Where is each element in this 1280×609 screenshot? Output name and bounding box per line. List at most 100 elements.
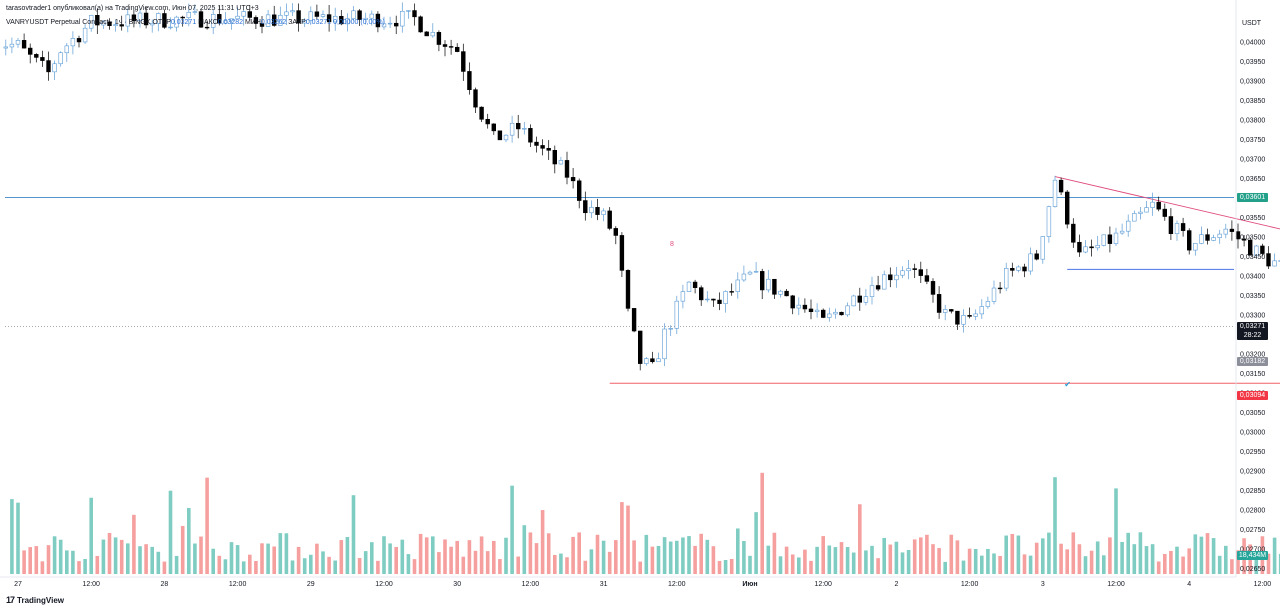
volume-bar (357, 558, 362, 574)
y-tick-label: 0,03000 (1240, 430, 1265, 437)
high-value: 0,03282 (217, 19, 244, 26)
candle-body (827, 313, 832, 318)
candle-body (863, 296, 869, 303)
volume-bar (723, 559, 728, 574)
candle-body (198, 11, 204, 28)
x-tick-label: 29 (307, 581, 315, 588)
volume-bar (1004, 535, 1008, 574)
price-tag-countdown: 28:22 (1243, 331, 1262, 339)
candle-body (857, 295, 863, 303)
volume-bar (1034, 542, 1039, 574)
candle-body (528, 128, 533, 143)
volume-bar (65, 550, 69, 574)
price-tag: 0,03271 28:22 (1237, 321, 1268, 340)
volume-bar (668, 541, 673, 574)
volume-bar (1205, 533, 1210, 574)
candle-body (467, 71, 472, 90)
x-tick-label: 31 (600, 581, 608, 588)
candle-body (540, 145, 545, 149)
volume-bar (260, 543, 264, 574)
candle-body (1058, 179, 1064, 193)
x-tick-label: 12:00 (668, 581, 686, 588)
volume-bar (351, 495, 356, 574)
volume-bar (296, 546, 301, 574)
candle-body (595, 207, 600, 215)
candle-body (381, 23, 387, 28)
volume-bar (34, 546, 39, 574)
candle-body (534, 141, 539, 146)
volume-bar (302, 558, 307, 574)
candle-body (515, 122, 521, 130)
brand-name: TradingView (17, 595, 64, 605)
volume-bar (1144, 546, 1149, 574)
volume-bar (1138, 532, 1143, 574)
candle-body (229, 18, 234, 22)
x-tick-label: 12:00 (375, 581, 393, 588)
volume-bar (467, 540, 472, 574)
volume-bar (1175, 546, 1179, 574)
volume-bar (345, 536, 350, 574)
volume-bar (1095, 541, 1100, 574)
volume-bar (431, 536, 435, 574)
change-value: 0,00000 (0,00%) (333, 19, 385, 26)
volume-bar (193, 543, 197, 574)
tradingview-brand[interactable]: 17 TradingView (6, 595, 64, 605)
candle-body (424, 31, 429, 37)
volume-bar (1108, 537, 1112, 574)
y-tick-label: 0,03800 (1240, 118, 1265, 125)
candle-body (772, 278, 777, 295)
candle-body (979, 306, 985, 315)
volume-bar (553, 554, 557, 574)
candle-body (1132, 213, 1137, 222)
candle-body (912, 268, 917, 270)
candle-body (461, 51, 466, 72)
symbol-label[interactable]: VANRYUSDT Perpetual Contract · 1ч · BING… (6, 19, 151, 26)
volume-bar (126, 543, 130, 574)
candle-body (1071, 223, 1076, 243)
volume-bar (516, 556, 520, 574)
trend-line (1054, 176, 1280, 230)
candle-body (522, 128, 527, 130)
volume-bar (449, 546, 453, 574)
candle-body (686, 281, 692, 292)
candle-body (1266, 253, 1271, 267)
volume-bar (254, 560, 258, 574)
candle-body (247, 11, 252, 18)
volume-bar (528, 532, 533, 574)
open-value: 0,03271 (170, 19, 197, 26)
volume-bar (717, 560, 722, 574)
volume-bar (278, 533, 283, 574)
volume-bar (632, 540, 636, 574)
y-tick-label: 0,03300 (1240, 313, 1265, 320)
candle-body (949, 309, 954, 312)
volume-bar (1047, 532, 1051, 574)
candle-body (924, 275, 930, 282)
volume-bar (1187, 548, 1191, 574)
volume-bar (894, 541, 899, 574)
volume-bar (162, 561, 167, 574)
volume-bar (199, 536, 203, 574)
volume-bar (1077, 544, 1082, 574)
candle-body (1016, 266, 1021, 271)
volume-bar (748, 555, 752, 574)
volume-bar (1065, 549, 1069, 574)
candle-body (802, 304, 808, 310)
y-tick-label: 0,03850 (1240, 98, 1265, 105)
candle-body (1095, 245, 1100, 249)
candle-body (894, 274, 899, 281)
candle-body (302, 20, 307, 24)
volume-bar (119, 539, 124, 574)
volume-bar (1230, 559, 1234, 574)
y-tick-label: 0,03150 (1240, 371, 1265, 378)
x-tick-label: 30 (453, 581, 461, 588)
candle-body (759, 271, 765, 291)
volume-bar (248, 554, 252, 574)
volume-bar (132, 514, 136, 574)
low-label: МИН (245, 19, 261, 26)
volume-bar (217, 555, 222, 574)
volume-bar (601, 540, 606, 574)
candle-body (186, 11, 191, 18)
volume-bar (1169, 550, 1173, 574)
y-tick-label: 0,02850 (1240, 488, 1265, 495)
